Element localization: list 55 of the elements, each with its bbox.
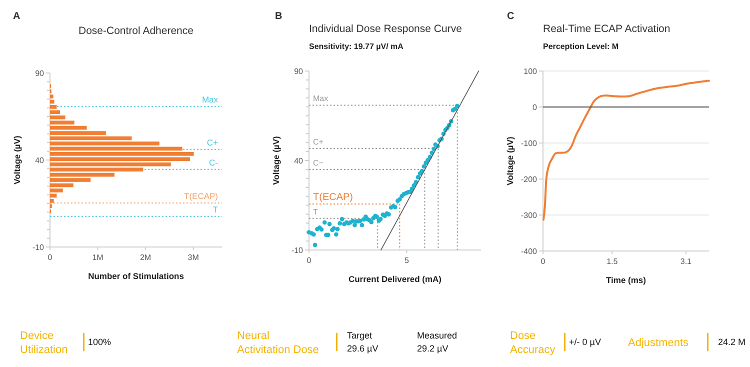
text: 24.2 M: [718, 337, 746, 348]
text: B: [275, 11, 282, 22]
text: A: [13, 11, 20, 22]
x-axis-title: Time (ms): [606, 275, 646, 285]
chart-title: Dose-Control Adherence: [78, 25, 194, 37]
ref-line-label: T: [313, 207, 318, 216]
y-tick-label: -400: [520, 246, 538, 256]
category-label: Adjustments: [628, 336, 690, 349]
line-series: [542, 80, 710, 221]
ref-line-label: T: [212, 204, 218, 214]
ref-line-label: Max: [202, 94, 219, 105]
chart-title: Individual Dose Response Curve: [309, 23, 462, 35]
x-tick-label: 5: [404, 256, 410, 265]
x-axis-title: Number of Stimulations: [88, 271, 184, 281]
x-tick-label: 1M: [92, 253, 104, 262]
y-tick-label: -10: [291, 246, 304, 255]
ref-line-label: T(ECAP): [313, 192, 353, 203]
chart-subtitle: Perception Level: M: [543, 42, 619, 51]
x-tick-label: 0: [306, 256, 312, 265]
text: 100%: [88, 337, 112, 348]
y-tick-label: 0: [532, 102, 538, 112]
x-tick-label: 0: [540, 257, 546, 266]
category-label: Dose Accuracy: [510, 330, 556, 356]
ref-line-label: C+: [206, 137, 218, 148]
y-tick-label: 90: [35, 68, 45, 78]
y-tick-label: 40: [35, 156, 45, 165]
category-label: Device Utilization: [20, 330, 68, 356]
y-tick-label: 100: [524, 66, 538, 76]
category-label: Neural Activitation Dose: [237, 330, 319, 356]
chart-subtitle: Sensitivity: 19.77 µV/ mA: [309, 42, 404, 51]
ref-line-label: C-: [209, 157, 218, 168]
y-axis-title: Voltage (µV): [12, 136, 22, 184]
text: +/- 0 µV: [569, 337, 601, 348]
text: C: [507, 11, 514, 22]
y-tick-label: 90: [294, 66, 304, 76]
x-tick-label: 0: [48, 253, 53, 262]
chart-title: Real-Time ECAP Activation: [543, 23, 670, 35]
y-axis-title: Voltage (µV): [505, 136, 515, 186]
y-tick-label: -200: [520, 174, 538, 184]
x-axis-title: Current Delivered (mA): [348, 274, 442, 284]
ref-line-label: Max: [313, 94, 328, 104]
x-tick-label: 3.1: [680, 257, 692, 266]
x-tick-label: 1.5: [606, 257, 618, 266]
y-tick-label: -300: [520, 210, 538, 220]
y-tick-label: -10: [32, 242, 45, 252]
y-tick-label: 40: [294, 156, 304, 166]
ref-line-label: T(ECAP): [184, 190, 218, 201]
text: Measured 29.2 µV: [417, 330, 458, 354]
ref-line-label: C−: [313, 158, 324, 168]
text: Target 29.6 µV: [347, 330, 378, 354]
x-tick-label: 2M: [140, 253, 152, 262]
y-tick-label: -100: [520, 138, 538, 148]
x-tick-label: 3M: [188, 253, 200, 262]
y-axis-title: Voltage (µV): [271, 136, 281, 185]
ref-line-label: C+: [313, 138, 324, 147]
